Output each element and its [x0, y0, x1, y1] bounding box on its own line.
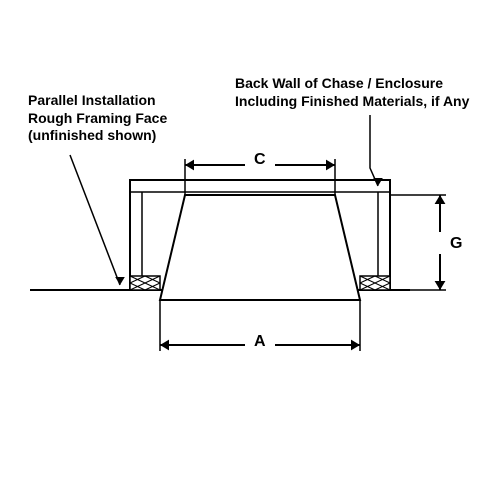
label-line-3: (unfinished shown) [28, 127, 167, 145]
label-right-line-2: Including Finished Materials, if Any [235, 93, 469, 111]
label-line-1: Parallel Installation [28, 92, 167, 110]
dim-label-a: A [254, 332, 266, 352]
dim-label-g: G [450, 234, 462, 254]
diagram-stage: Parallel Installation Rough Framing Face… [0, 0, 503, 503]
label-back-wall: Back Wall of Chase / Enclosure Including… [235, 75, 469, 110]
label-parallel-installation: Parallel Installation Rough Framing Face… [28, 92, 167, 145]
label-right-line-1: Back Wall of Chase / Enclosure [235, 75, 469, 93]
label-line-2: Rough Framing Face [28, 110, 167, 128]
dim-label-c: C [254, 150, 266, 170]
